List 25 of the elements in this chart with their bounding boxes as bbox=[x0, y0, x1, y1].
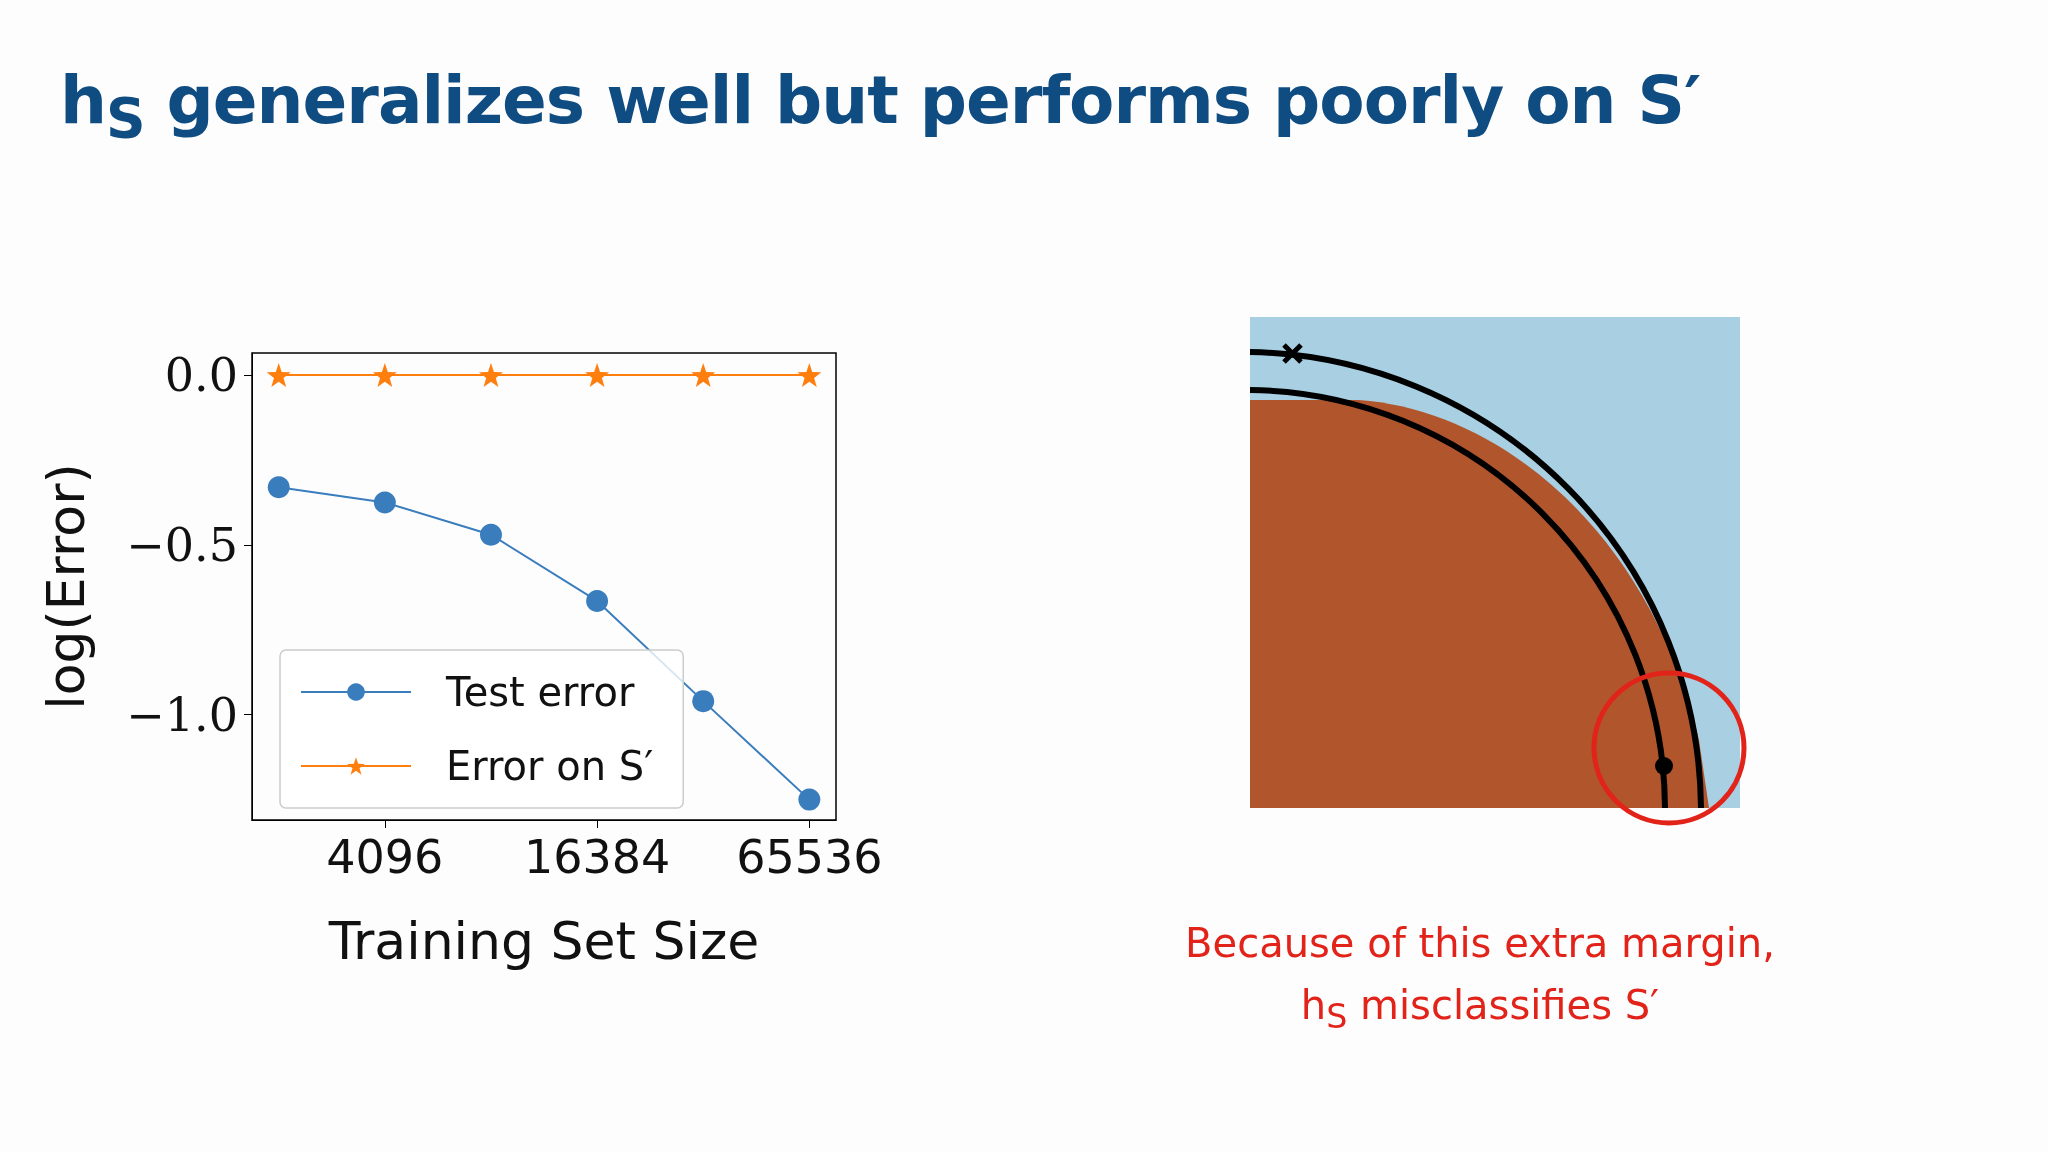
point bbox=[373, 491, 396, 514]
chart-title: h$_{S}$ generalizes well but performs poorly on S′ bbox=[60, 62, 1701, 151]
x-tick-label: 65536 bbox=[736, 830, 883, 884]
y-tick-label: −0.5 bbox=[126, 517, 238, 572]
point bbox=[797, 363, 822, 388]
point bbox=[691, 363, 716, 388]
x-tick-label: 4096 bbox=[326, 830, 444, 884]
point bbox=[692, 690, 715, 713]
legend-label: Error on S′ bbox=[446, 743, 654, 789]
point bbox=[585, 363, 610, 388]
text: h$_{S}$ misclassifies S′ bbox=[1299, 981, 1661, 1038]
text: Because of this extra margin, bbox=[1184, 919, 1776, 968]
x-tick-label: 16384 bbox=[523, 830, 671, 884]
point bbox=[266, 363, 291, 388]
y-tick-label: 0.0 bbox=[164, 348, 238, 403]
point bbox=[798, 788, 821, 811]
y-tick-label: −1.0 bbox=[126, 687, 238, 742]
point bbox=[479, 523, 502, 546]
legend-label: Test error bbox=[445, 669, 635, 715]
point bbox=[372, 363, 397, 388]
point bbox=[478, 363, 503, 388]
x-axis-title: Training Set Size bbox=[327, 911, 760, 971]
point bbox=[586, 589, 609, 612]
y-axis-title: log(Error) bbox=[36, 463, 96, 710]
point bbox=[267, 476, 290, 499]
